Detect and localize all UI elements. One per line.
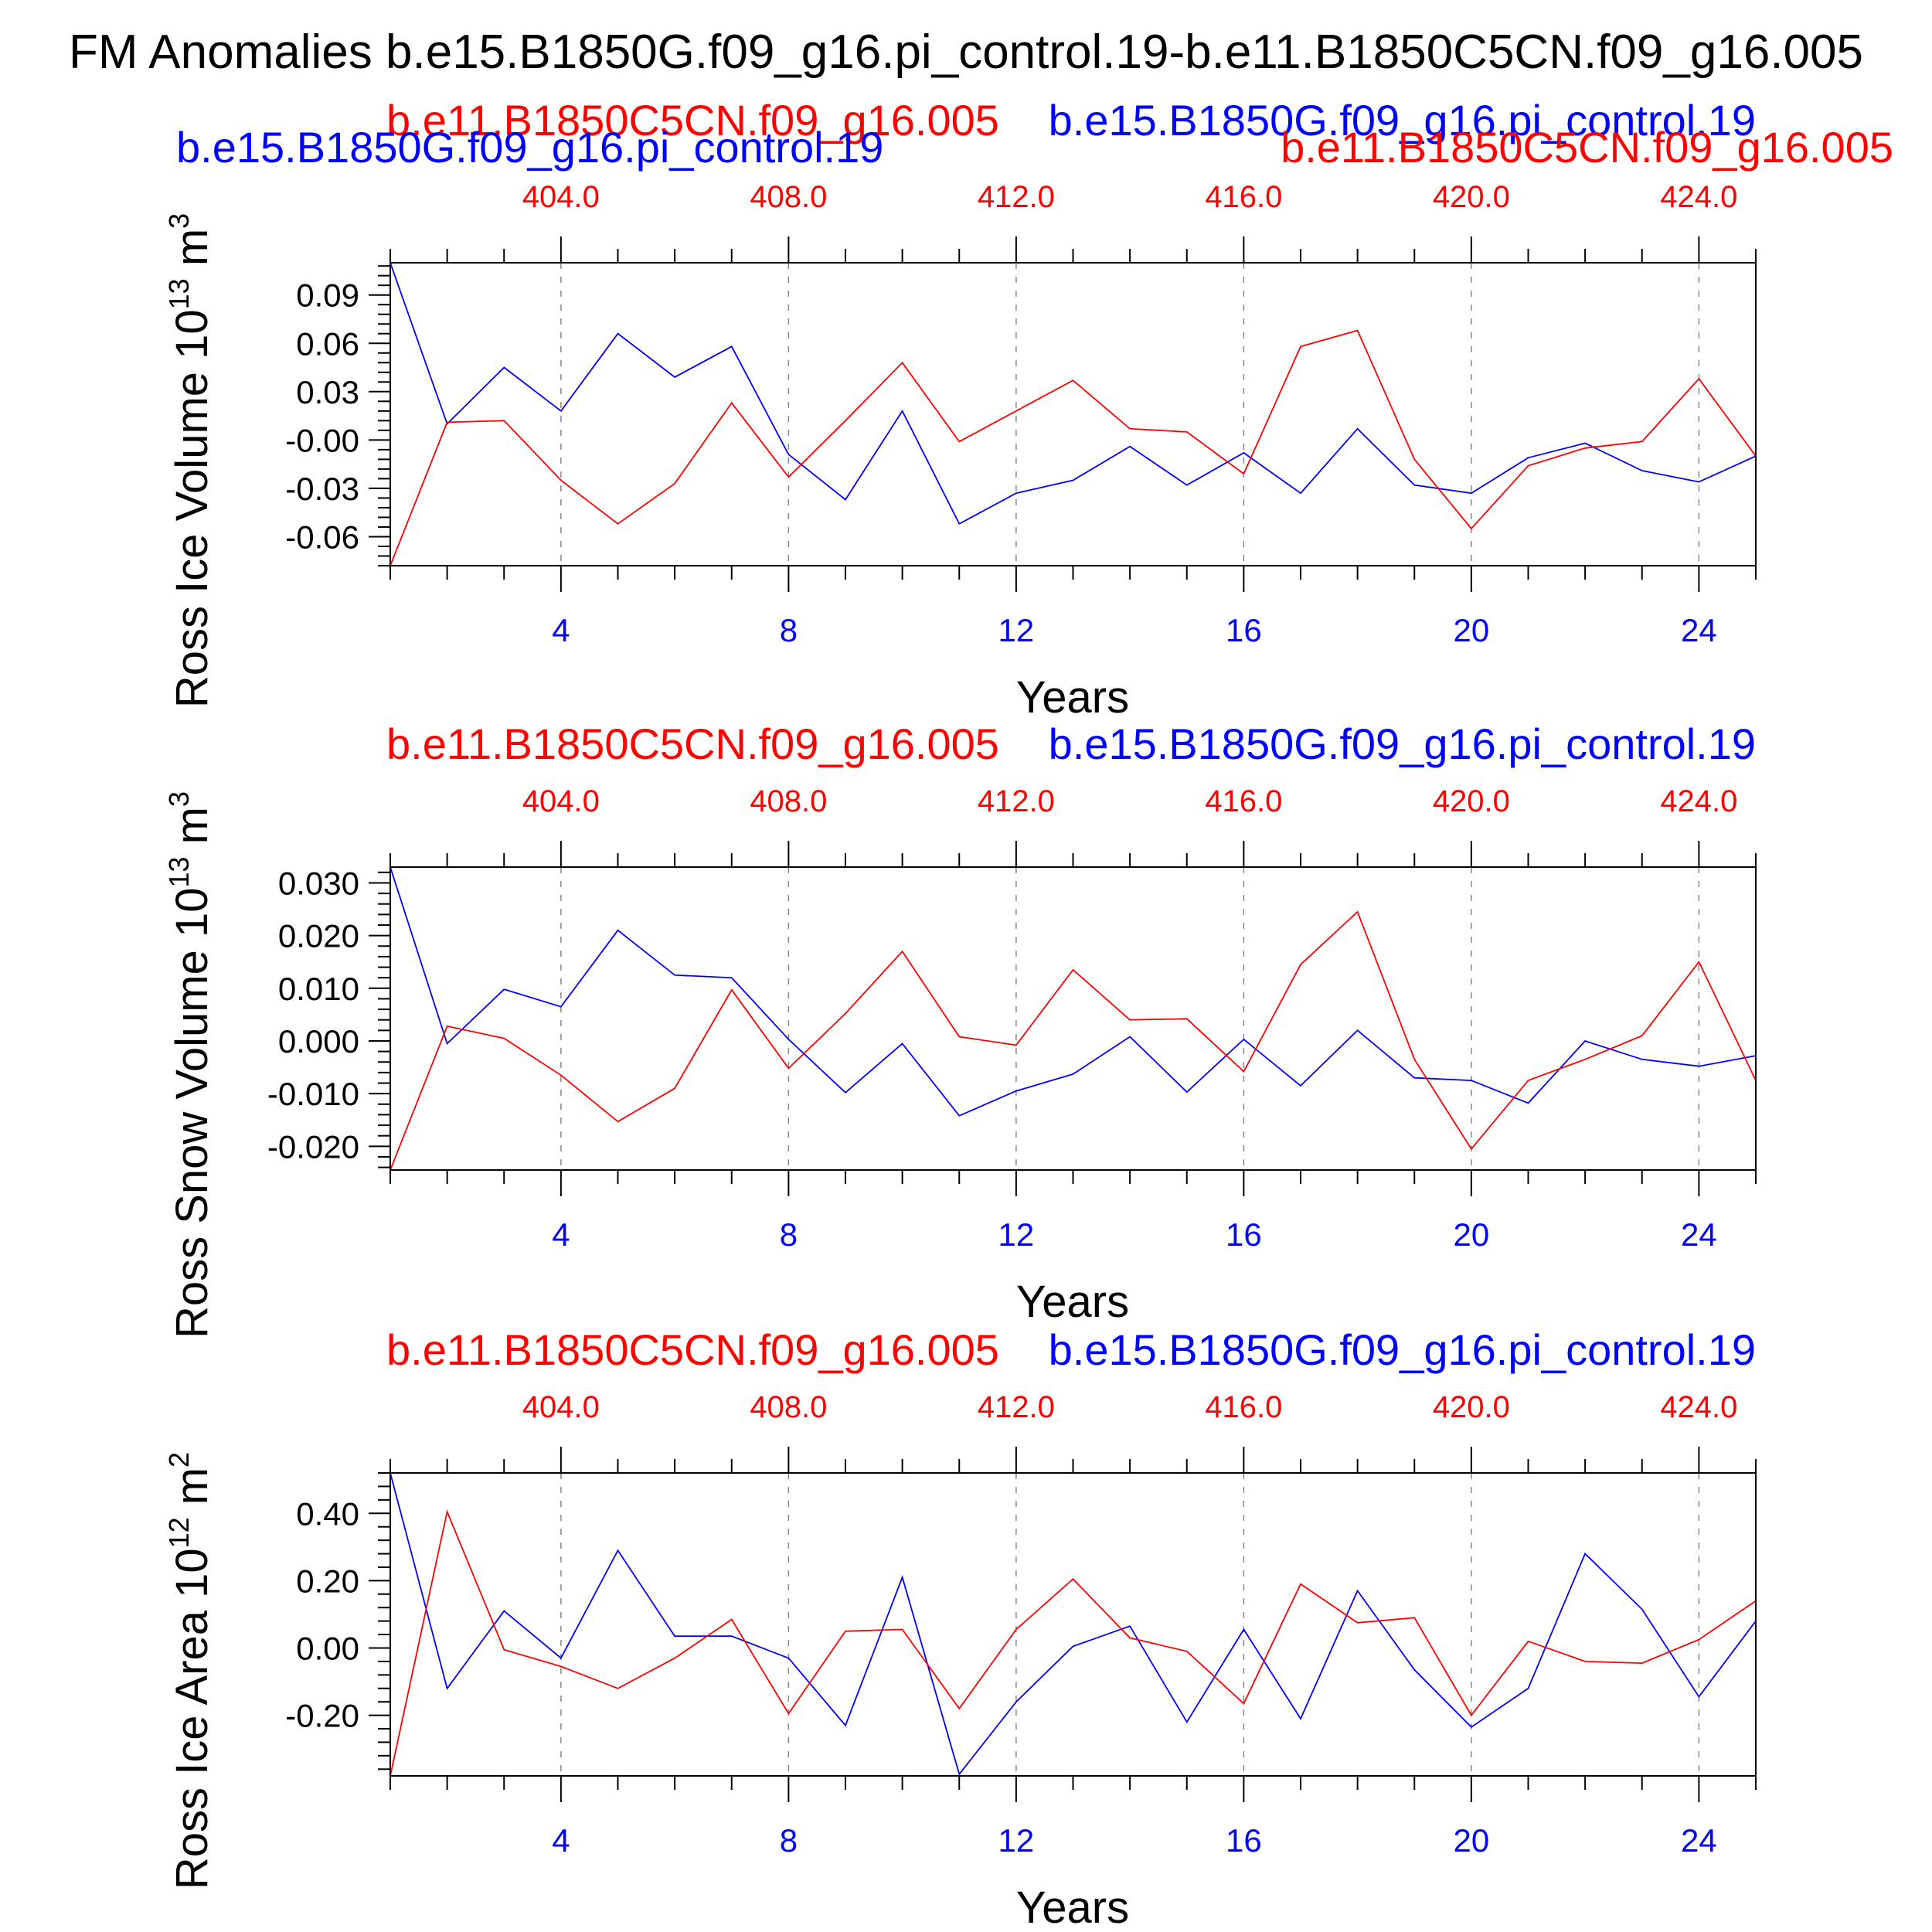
x-tick-label-bottom: 4 xyxy=(552,612,570,648)
x-tick-label-bottom: 12 xyxy=(998,612,1035,648)
y-axis-title-unit-exponent: 3 xyxy=(163,791,195,807)
x-tick-label-bottom: 20 xyxy=(1454,612,1490,648)
series-label-red: b.e11.B1850C5CN.f09_g16.005 xyxy=(386,1325,999,1374)
x-tick-label-bottom: 20 xyxy=(1454,1822,1490,1859)
x-tick-label-top: 424.0 xyxy=(1660,180,1737,214)
y-tick-label: 0.030 xyxy=(278,865,359,901)
x-tick-label-bottom: 16 xyxy=(1226,1822,1262,1859)
x-tick-label-top: 404.0 xyxy=(522,784,600,818)
plot-frame xyxy=(389,1472,1757,1777)
x-axis-title: Years xyxy=(1016,672,1129,723)
x-tick-label-top: 420.0 xyxy=(1433,784,1510,818)
figure-title: FM Anomalies b.e15.B1850G.f09_g16.pi_con… xyxy=(69,26,1863,79)
x-tick-label-bottom: 20 xyxy=(1454,1216,1490,1253)
x-tick-label-top: 416.0 xyxy=(1205,180,1282,214)
y-tick-label: -0.00 xyxy=(285,422,359,458)
y-axis-title-text: Ross Snow Volume 10 xyxy=(167,887,217,1338)
x-tick-label-top: 416.0 xyxy=(1205,1390,1282,1424)
x-tick-label-bottom: 12 xyxy=(998,1822,1035,1859)
y-axis-title-text: Ross Ice Volume 10 xyxy=(167,309,217,708)
x-tick-label-top: 412.0 xyxy=(978,1390,1055,1424)
x-tick-label-top: 424.0 xyxy=(1660,784,1737,818)
x-tick-label-top: 412.0 xyxy=(978,180,1055,214)
x-tick-label-top: 408.0 xyxy=(750,784,827,818)
series-line-blue xyxy=(389,262,1757,526)
series-label-blue-left: b.e15.B1850G.f09_g16.pi_control.19 xyxy=(176,123,883,172)
series-label-red-right: b.e11.B1850C5CN.f09_g16.005 xyxy=(1281,123,1893,172)
y-tick-label: 0.00 xyxy=(296,1630,359,1666)
chart-panels: 0.09 0.06 0.03 -0.00 -0.03 -0.06 4 404.0 8 408.0 1… xyxy=(163,96,1893,1932)
y-tick-label: 0.06 xyxy=(296,325,359,362)
series-line-red xyxy=(389,910,1757,1171)
x-tick-label-top: 408.0 xyxy=(750,180,827,214)
y-axis-title-unit-exponent: 3 xyxy=(163,213,195,229)
series-line-blue xyxy=(389,866,1757,1117)
x-tick-label-bottom: 24 xyxy=(1681,612,1717,648)
y-axis-title: Ross Snow Volume 1013 m3 xyxy=(163,791,217,1338)
series-line-red xyxy=(389,1509,1757,1777)
x-tick-label-top: 404.0 xyxy=(522,1390,600,1424)
x-tick-label-top: 420.0 xyxy=(1433,180,1510,214)
y-tick-label: 0.020 xyxy=(278,918,359,954)
y-tick-label: 0.03 xyxy=(296,374,359,410)
y-tick-label: -0.03 xyxy=(285,471,359,507)
x-tick-label-top: 408.0 xyxy=(750,1390,827,1424)
y-tick-label: 0.000 xyxy=(278,1023,359,1060)
y-tick-label: -0.20 xyxy=(285,1698,359,1734)
y-axis-title-exponent: 13 xyxy=(163,278,195,309)
x-axis-title: Years xyxy=(1016,1277,1129,1327)
chart-panel-2: 0.030 0.020 0.010 0.000 -0.010 -0.020 4 404.0 8 4… xyxy=(163,719,1757,1338)
x-tick-label-bottom: 4 xyxy=(552,1822,570,1859)
x-tick-label-top: 404.0 xyxy=(522,180,600,214)
x-tick-label-top: 412.0 xyxy=(978,784,1055,818)
y-axis-title-unit: m xyxy=(167,229,217,278)
series-label-blue: b.e15.B1850G.f09_g16.pi_control.19 xyxy=(1049,1325,1756,1374)
plot-frame xyxy=(389,866,1757,1171)
y-tick-label: 0.09 xyxy=(296,277,359,314)
y-tick-label: 0.40 xyxy=(296,1495,359,1532)
x-tick-label-bottom: 24 xyxy=(1681,1216,1717,1253)
series-line-blue xyxy=(389,1472,1757,1776)
x-tick-label-bottom: 8 xyxy=(780,1216,798,1253)
y-tick-label: -0.06 xyxy=(285,519,359,555)
x-tick-label-bottom: 16 xyxy=(1226,612,1262,648)
x-tick-label-bottom: 4 xyxy=(552,1216,570,1253)
series-label-blue: b.e15.B1850G.f09_g16.pi_control.19 xyxy=(1049,96,1756,145)
chart-panel-3: 0.40 0.20 0.00 -0.20 4 404.0 8 408.0 12 412.0 16 41… xyxy=(163,1325,1757,1932)
y-tick-label: -0.020 xyxy=(267,1128,359,1165)
y-axis-title-exponent: 13 xyxy=(163,856,195,887)
y-tick-label: 0.010 xyxy=(278,971,359,1007)
y-axis-title-text: Ross Ice Area 10 xyxy=(167,1548,217,1889)
x-tick-label-bottom: 8 xyxy=(780,612,798,648)
x-tick-label-top: 416.0 xyxy=(1205,784,1282,818)
y-tick-label: 0.20 xyxy=(296,1563,359,1599)
x-tick-label-top: 424.0 xyxy=(1660,1390,1737,1424)
x-tick-label-bottom: 12 xyxy=(998,1216,1035,1253)
x-axis-title: Years xyxy=(1016,1883,1129,1932)
y-axis-title-unit: m xyxy=(167,807,217,856)
series-label-red: b.e11.B1850C5CN.f09_g16.005 xyxy=(386,96,999,145)
y-axis-title: Ross Ice Area 1012 m2 xyxy=(163,1452,217,1889)
series-label-red: b.e11.B1850C5CN.f09_g16.005 xyxy=(386,719,999,768)
y-axis-title-exponent: 12 xyxy=(163,1517,195,1548)
y-axis-title-unit: m xyxy=(167,1468,217,1517)
x-tick-label-bottom: 16 xyxy=(1226,1216,1262,1253)
x-tick-label-bottom: 24 xyxy=(1681,1822,1717,1859)
x-tick-label-top: 420.0 xyxy=(1433,1390,1510,1424)
chart-panel-1: 0.09 0.06 0.03 -0.00 -0.03 -0.06 4 404.0 8 408.0 1… xyxy=(163,96,1893,723)
plot-frame xyxy=(389,262,1757,566)
y-axis-title: Ross Ice Volume 1013 m3 xyxy=(163,213,217,708)
x-tick-label-bottom: 8 xyxy=(780,1822,798,1859)
y-tick-label: -0.010 xyxy=(267,1076,359,1112)
series-label-blue: b.e15.B1850G.f09_g16.pi_control.19 xyxy=(1049,719,1756,768)
y-axis-title-unit-exponent: 2 xyxy=(163,1452,195,1468)
